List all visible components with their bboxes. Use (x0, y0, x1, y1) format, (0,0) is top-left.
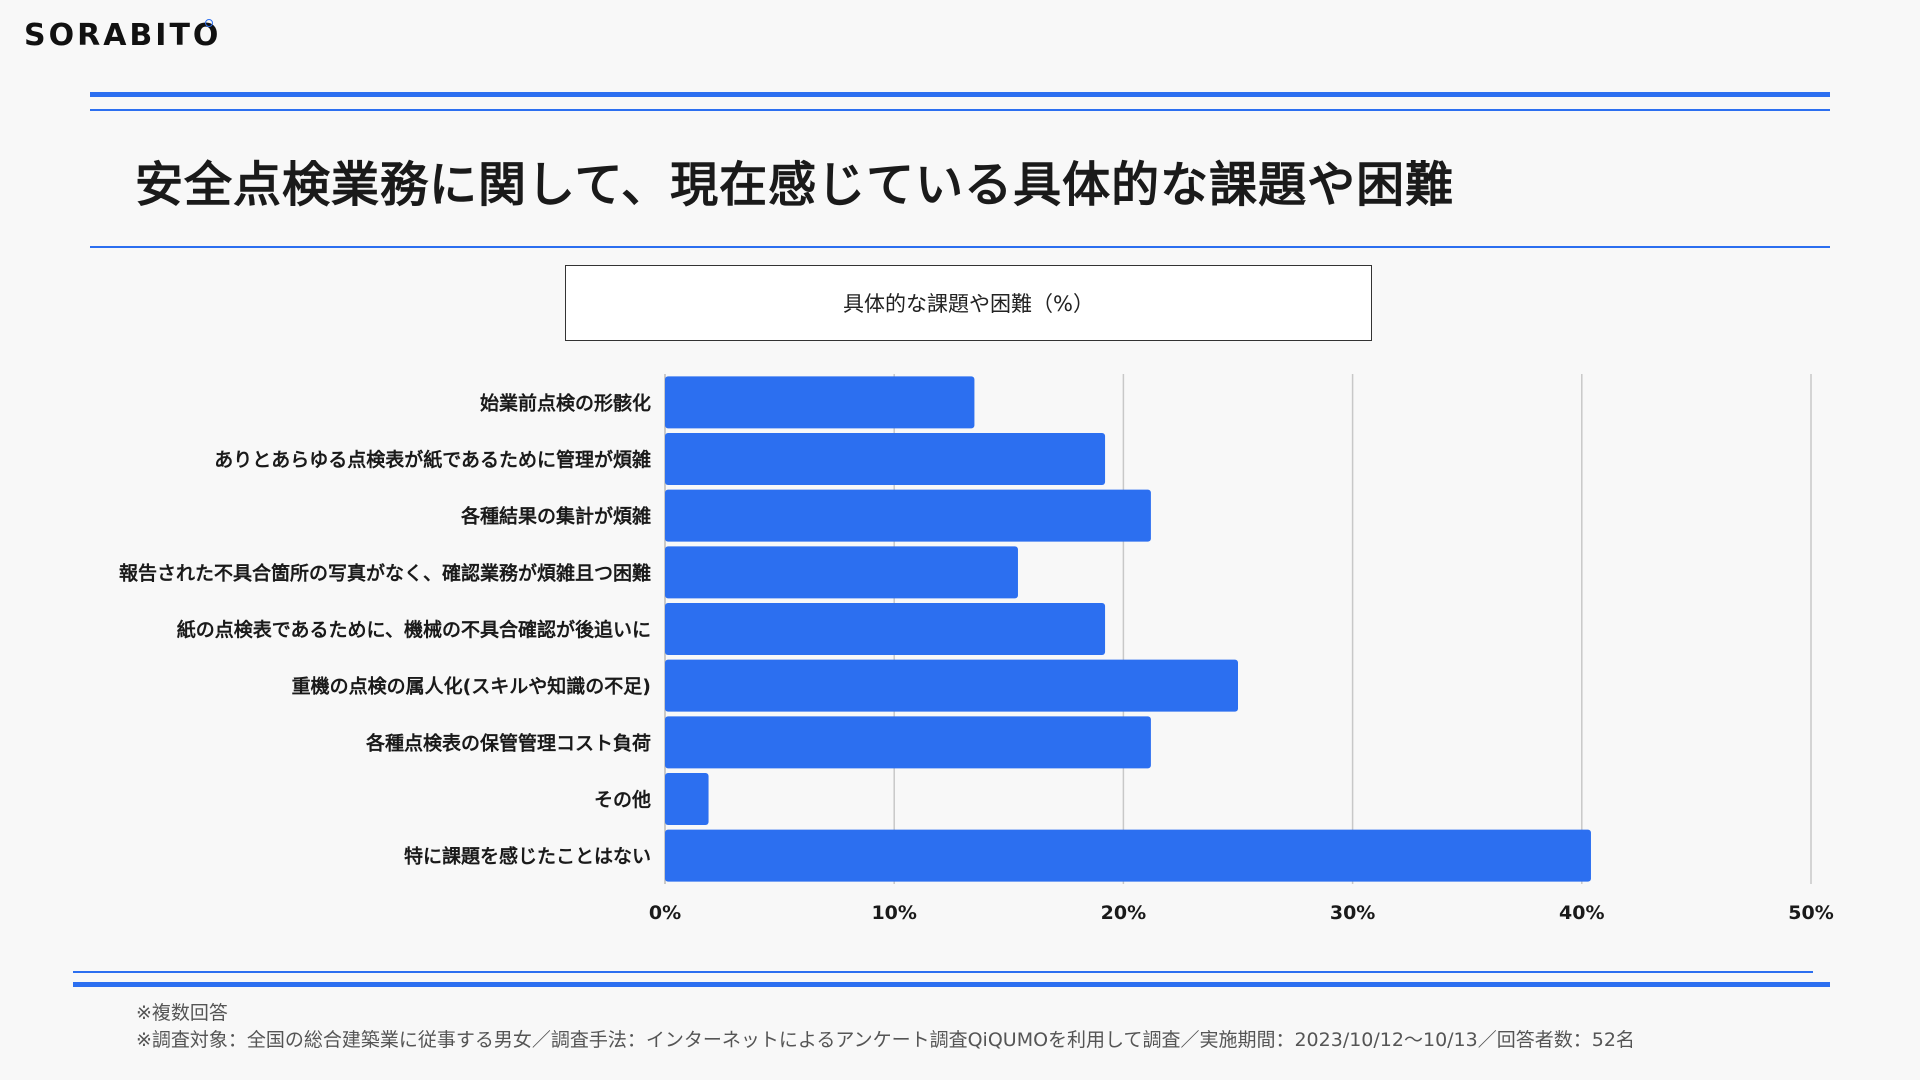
footnote-survey-details: ※調査対象：全国の総合建築業に従事する男女／調査手法：インターネットによるアンケ… (136, 1029, 1635, 1051)
category-label-7: その他 (594, 788, 651, 811)
category-label-4: 紙の点検表であるために、機械の不具合確認が後追いに (177, 618, 651, 641)
chart-title: 具体的な課題や困難（%） (843, 292, 1094, 316)
footnote-multiple-answers: ※複数回答 (136, 1002, 228, 1024)
bar-4[interactable] (665, 603, 1106, 655)
bar-6[interactable] (665, 716, 1151, 769)
footer-rule-thick (73, 982, 1830, 987)
bar-2[interactable] (665, 489, 1151, 542)
header-rule-thin (90, 109, 1830, 111)
bar-3[interactable] (665, 546, 1018, 599)
x-tick-label-30: 30% (1330, 902, 1375, 924)
sorabito-logo: SORABITO (24, 18, 222, 53)
x-tick-label-50: 50% (1788, 902, 1833, 924)
page-title: 安全点検業務に関して、現在感じている具体的な課題や困難 (135, 157, 1455, 213)
bar-1[interactable] (665, 433, 1106, 485)
bar-7[interactable] (665, 773, 709, 825)
bar-8[interactable] (665, 829, 1591, 882)
x-tick-label-20: 20% (1101, 902, 1146, 924)
header-rule-thick (90, 92, 1830, 97)
bar-5[interactable] (665, 659, 1238, 712)
chart-title-box: 具体的な課題や困難（%） (565, 265, 1372, 341)
title-underline-rule (90, 246, 1830, 248)
category-label-0: 始業前点検の形骸化 (480, 391, 651, 414)
category-label-6: 各種点検表の保管管理コスト負荷 (365, 731, 651, 754)
category-label-8: 特に課題を感じたことはない (404, 845, 651, 868)
category-label-5: 重機の点検の属人化(スキルや知識の不足) (292, 675, 651, 698)
logo-trademark-mark (205, 19, 213, 27)
x-tick-label-0: 0% (649, 902, 681, 924)
bar-0[interactable] (665, 376, 975, 429)
category-label-2: 各種結果の集計が煩雑 (460, 505, 651, 528)
category-label-3: 報告された不具合箇所の写真がなく、確認業務が煩雑且つ困難 (119, 561, 651, 584)
x-tick-label-10: 10% (871, 902, 916, 924)
x-tick-label-40: 40% (1559, 902, 1604, 924)
footer-rule-thin (73, 971, 1813, 973)
category-label-1: ありとあらゆる点検表が紙であるために管理が煩雑 (214, 448, 651, 471)
